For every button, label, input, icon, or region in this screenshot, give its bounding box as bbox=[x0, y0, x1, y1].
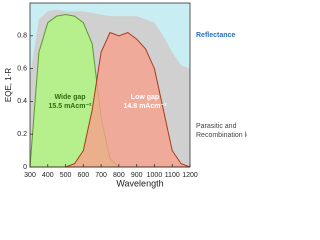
y-tick-label: 0.2 bbox=[17, 131, 27, 138]
annotation: Reflectance bbox=[196, 32, 235, 39]
x-tick-label: 300 bbox=[24, 172, 36, 179]
x-axis-label: Wavelength bbox=[116, 178, 163, 188]
annotation: Recombination losses bbox=[196, 132, 247, 139]
y-tick-label: 0.6 bbox=[17, 65, 27, 72]
x-tick-label: 800 bbox=[113, 172, 125, 179]
x-tick-label: 500 bbox=[60, 172, 72, 179]
x-tick-label: 1200 bbox=[182, 172, 198, 179]
y-axis-label: EQE, 1-R bbox=[4, 68, 13, 102]
series-note: 15.5 mAcm⁻² bbox=[49, 103, 93, 110]
annotation: Parasitic and bbox=[196, 123, 237, 130]
x-tick-label: 1100 bbox=[165, 172, 180, 179]
x-tick-label: 600 bbox=[77, 172, 89, 179]
chart: Wavelength EQE, 1-R 0 0.2 0.4 0.6 0.8 300 400 5… bbox=[4, 2, 247, 188]
y-tick-label: 0.8 bbox=[17, 33, 27, 40]
series-note: 14.8 mAcm⁻² bbox=[124, 103, 168, 110]
plot-frame bbox=[29, 2, 191, 168]
x-tick-label: 1000 bbox=[147, 172, 163, 179]
x-tick-label: 700 bbox=[95, 172, 107, 179]
series-label: Wide gap bbox=[54, 94, 85, 101]
series-label: Low gap bbox=[131, 94, 159, 101]
y-tick-label: 0 bbox=[23, 164, 27, 171]
y-tick-label: 0.4 bbox=[17, 98, 27, 105]
x-tick-label: 400 bbox=[42, 172, 54, 179]
x-tick-label: 900 bbox=[131, 172, 143, 179]
